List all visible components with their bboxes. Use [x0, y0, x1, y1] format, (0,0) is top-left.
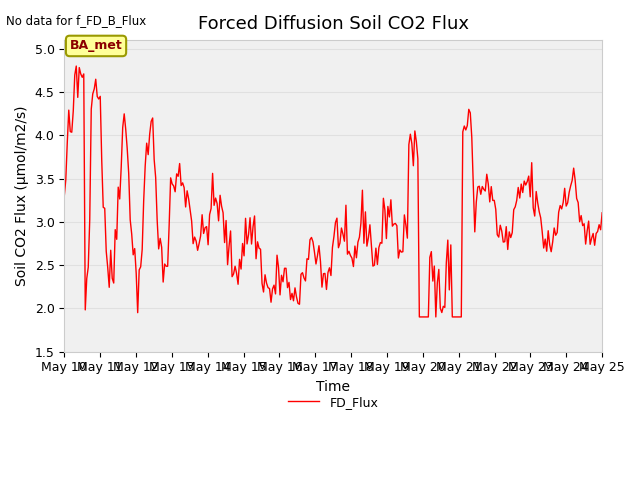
Text: BA_met: BA_met	[70, 39, 122, 52]
Y-axis label: Soil CO2 Flux (μmol/m2/s): Soil CO2 Flux (μmol/m2/s)	[15, 106, 29, 286]
Legend: FD_Flux: FD_Flux	[283, 391, 383, 414]
X-axis label: Time: Time	[316, 380, 350, 394]
Line: FD_Flux: FD_Flux	[64, 66, 602, 317]
Title: Forced Diffusion Soil CO2 Flux: Forced Diffusion Soil CO2 Flux	[198, 15, 468, 33]
Text: No data for f_FD_B_Flux: No data for f_FD_B_Flux	[6, 14, 147, 27]
